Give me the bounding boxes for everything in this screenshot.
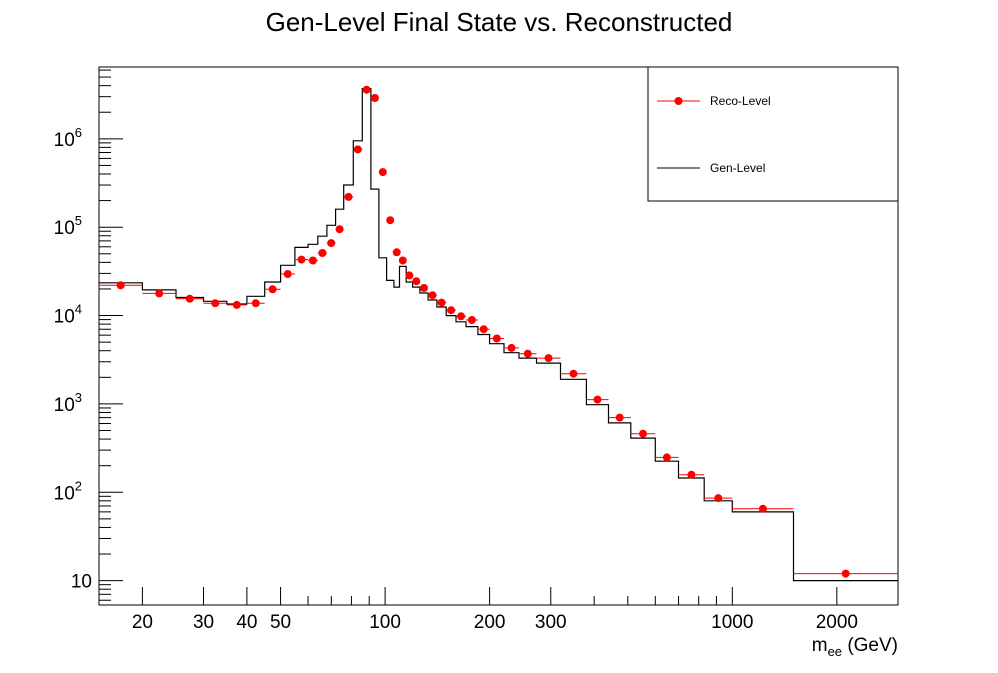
reco-data-point	[335, 225, 344, 234]
x-axis-label: mee (GeV)	[812, 635, 898, 659]
reco-data-point	[211, 299, 220, 308]
legend: Reco-Level Gen-Level	[647, 66, 899, 202]
reco-level-series	[99, 85, 898, 578]
reco-data-point	[569, 369, 578, 378]
reco-data-point	[405, 271, 414, 280]
reco-data-point	[268, 285, 277, 294]
reco-data-point	[615, 413, 624, 422]
reco-data-point	[297, 255, 306, 264]
x-tick-label: 40	[236, 612, 257, 633]
reco-data-point	[318, 249, 327, 257]
reco-data-point	[251, 299, 260, 308]
legend-reco-marker	[674, 97, 683, 105]
reco-data-point	[447, 306, 456, 315]
reco-data-point	[687, 470, 696, 479]
y-tick-label: 106	[54, 125, 82, 151]
x-tick-label: 2000	[816, 612, 858, 633]
reco-data-point	[758, 504, 767, 513]
reco-data-point	[308, 256, 317, 265]
chart-title: Gen-Level Final State vs. Reconstructed	[266, 7, 733, 37]
reco-data-point	[420, 284, 428, 292]
reco-data-point	[327, 239, 336, 248]
reco-data-point	[370, 94, 379, 102]
y-tick-label: 103	[54, 390, 82, 416]
reco-data-point	[457, 312, 465, 321]
legend-gen-label: Gen-Level	[710, 161, 765, 175]
reco-data-point	[283, 270, 292, 278]
reco-data-point	[841, 569, 850, 578]
reco-data-point	[378, 168, 387, 177]
reco-data-point	[467, 316, 476, 324]
legend-reco-label: Reco-Level	[710, 94, 771, 108]
x-tick-label: 1000	[711, 612, 753, 633]
x-tick-label: 30	[193, 612, 214, 633]
reco-data-point	[232, 300, 241, 309]
reco-data-point	[492, 334, 501, 343]
reco-data-point	[353, 145, 362, 154]
gen-level-series	[99, 88, 898, 582]
reco-data-point	[639, 429, 647, 438]
reco-data-point	[116, 281, 125, 290]
y-tick-label: 102	[54, 478, 82, 504]
reco-data-point	[523, 349, 532, 358]
reco-data-point	[344, 192, 353, 201]
reco-data-point	[479, 325, 488, 334]
reco-data-point	[507, 343, 516, 352]
reco-data-point	[185, 294, 194, 303]
reco-data-point	[392, 248, 401, 257]
x-tick-label: 200	[474, 612, 506, 633]
x-tick-label: 50	[270, 612, 291, 633]
reco-data-point	[437, 298, 446, 307]
reco-data-point	[155, 289, 164, 298]
legend-box	[647, 66, 899, 202]
reco-data-point	[714, 494, 723, 503]
y-tick-label: 104	[54, 302, 82, 328]
reco-data-point	[593, 395, 602, 404]
x-tick-label: 100	[369, 612, 401, 633]
y-tick-label: 105	[54, 213, 82, 239]
x-tick-label: 300	[535, 612, 567, 633]
reco-data-point	[412, 277, 421, 286]
reco-data-point	[362, 85, 371, 94]
reco-data-point	[544, 354, 553, 363]
y-tick-label: 10	[71, 572, 92, 593]
reco-data-point	[398, 256, 407, 265]
plot-area-border	[98, 66, 899, 606]
x-tick-label: 20	[132, 612, 153, 633]
reco-data-point	[428, 291, 437, 300]
plot-frame	[98, 66, 899, 606]
gen-level-step-line	[99, 88, 898, 582]
axes: 20 30 40 50 100 200 300 1000 2000 10 102 103 104 105 1…	[54, 69, 858, 633]
reco-data-point	[386, 216, 395, 225]
reco-data-point	[662, 453, 671, 462]
